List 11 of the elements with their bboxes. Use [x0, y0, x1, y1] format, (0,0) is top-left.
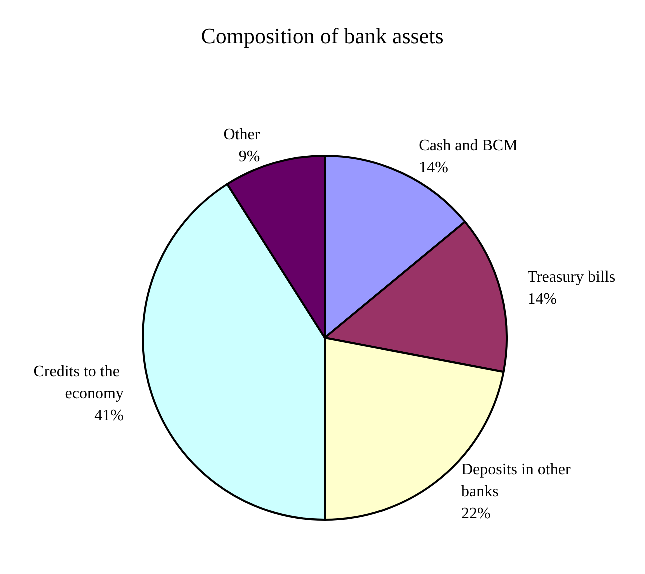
slice-label: Treasury bills — [528, 268, 616, 286]
slice-label: Cash and BCM — [419, 138, 518, 155]
slice-label: Credits to the economy — [34, 363, 124, 402]
chart-title: Composition of bank assets — [201, 24, 444, 48]
slice-label: Other — [224, 126, 261, 144]
data-label: 41% — [94, 407, 124, 424]
data-label: 22% — [461, 506, 491, 523]
data-label: 9% — [238, 148, 260, 166]
data-label: 14% — [419, 160, 448, 177]
data-label: 14% — [528, 290, 558, 308]
slice-label: Deposits in other banks — [461, 462, 575, 501]
